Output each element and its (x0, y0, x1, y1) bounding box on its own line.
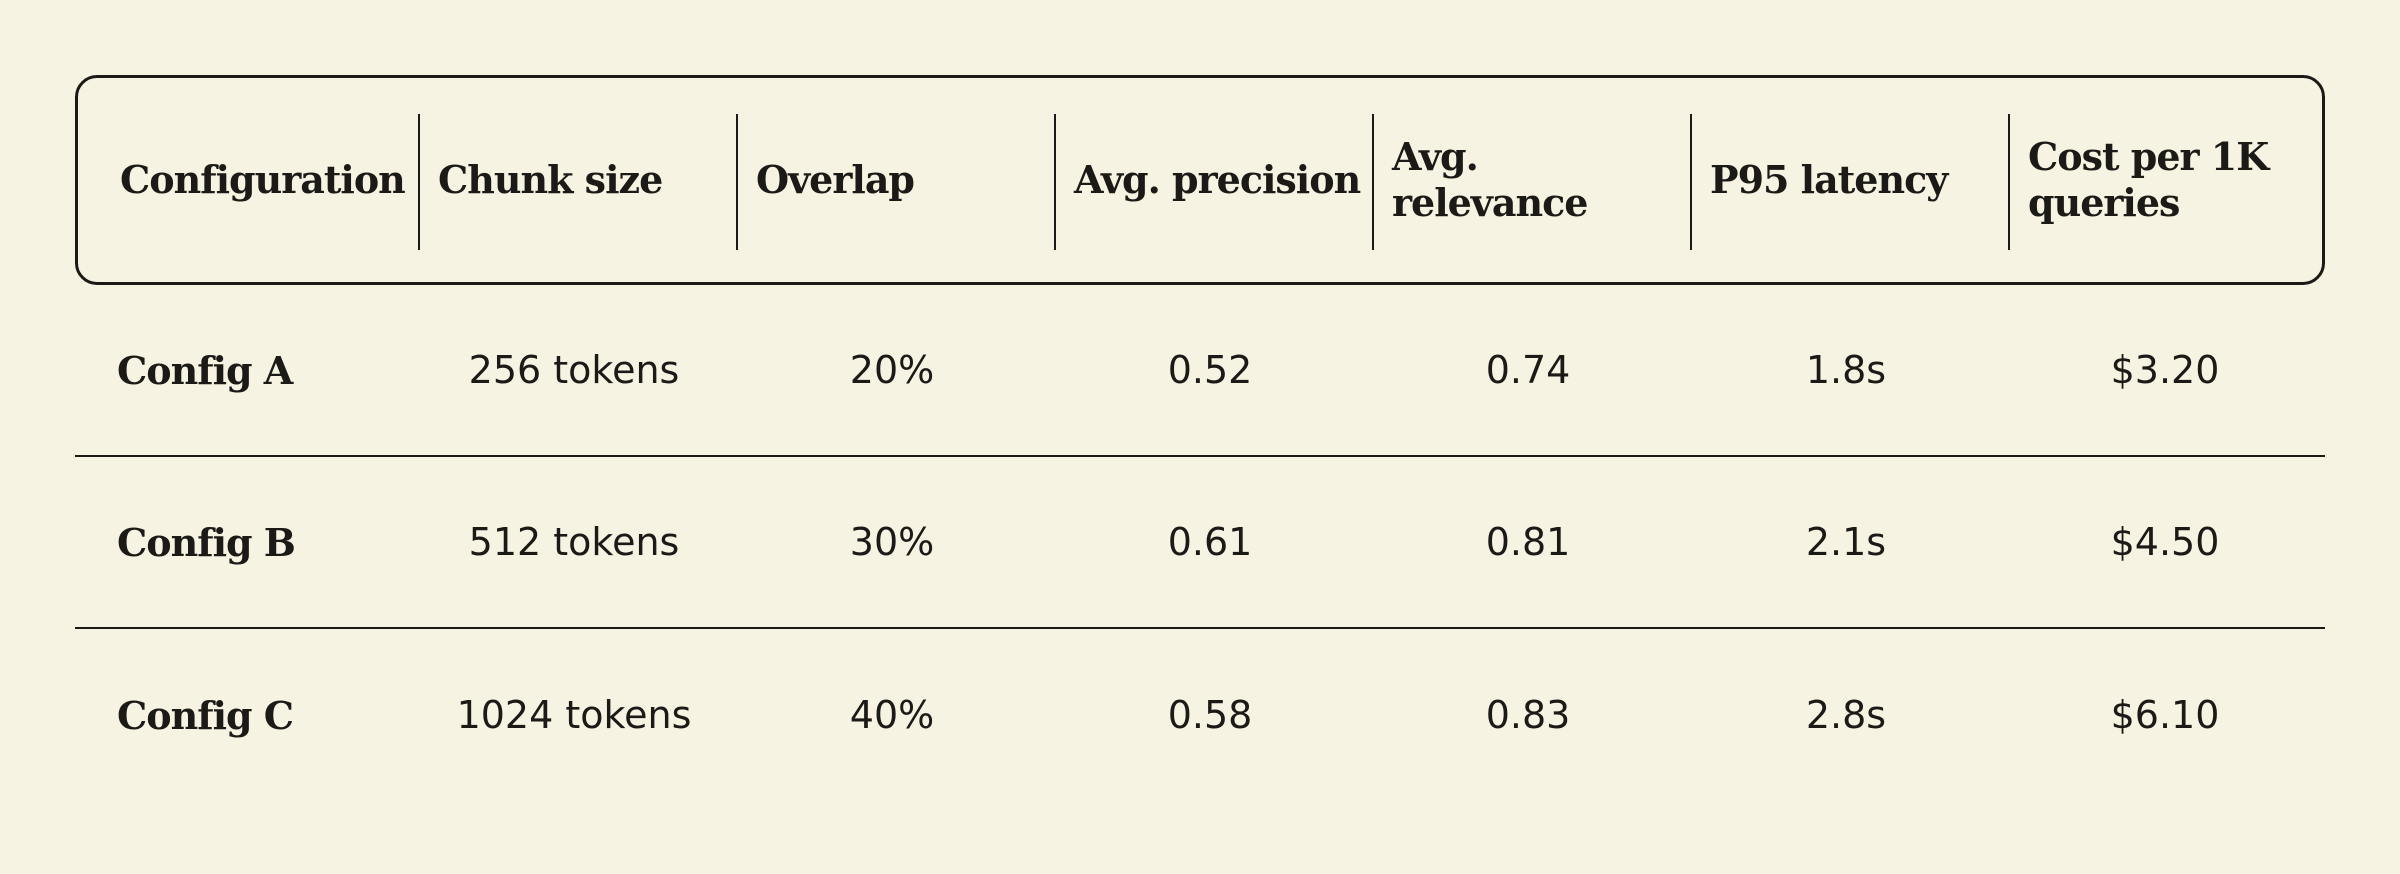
header-divider (1372, 114, 1374, 250)
cell-avg-precision: 0.58 (1167, 693, 1253, 737)
cell-p95-latency: 2.8s (1805, 693, 1887, 737)
header-divider (418, 114, 420, 250)
cell-overlap: 30% (849, 520, 935, 564)
cell-chunk-size: 1024 tokens (456, 693, 692, 737)
header-avg-relevance: Avg. relevance (1392, 134, 1588, 225)
cell-overlap: 20% (849, 348, 935, 392)
header-divider (736, 114, 738, 250)
cell-avg-relevance: 0.74 (1485, 348, 1571, 392)
table-body: Config A 256 tokens 20% 0.52 0.74 1.8s $… (75, 285, 2325, 801)
cell-cost: $4.50 (2110, 520, 2220, 564)
header-divider (2008, 114, 2010, 250)
cell-chunk-size: 256 tokens (468, 348, 680, 392)
cell-cost: $3.20 (2110, 348, 2220, 392)
header-divider (1054, 114, 1056, 250)
header-cost-per-1k: Cost per 1K queries (2028, 134, 2269, 225)
header-chunk-size: Chunk size (438, 157, 663, 202)
cell-p95-latency: 1.8s (1805, 348, 1887, 392)
row-config-name: Config B (117, 519, 296, 565)
header-avg-precision: Avg. precision (1074, 157, 1361, 202)
cell-chunk-size: 512 tokens (468, 520, 680, 564)
cell-avg-precision: 0.61 (1167, 520, 1253, 564)
header-p95-latency: P95 latency (1710, 157, 1948, 202)
table-row: Config A 256 tokens 20% 0.52 0.74 1.8s $… (75, 285, 2325, 457)
table-row: Config B 512 tokens 30% 0.61 0.81 2.1s $… (75, 457, 2325, 629)
cell-avg-precision: 0.52 (1167, 348, 1253, 392)
cell-p95-latency: 2.1s (1805, 520, 1887, 564)
cell-avg-relevance: 0.83 (1485, 693, 1571, 737)
cell-cost: $6.10 (2110, 693, 2220, 737)
header-divider (1690, 114, 1692, 250)
cell-avg-relevance: 0.81 (1485, 520, 1571, 564)
cell-overlap: 40% (849, 693, 935, 737)
comparison-table: Configuration Chunk size Overlap Avg. pr… (75, 75, 2325, 801)
header-overlap: Overlap (756, 157, 915, 202)
table-header: Configuration Chunk size Overlap Avg. pr… (75, 75, 2325, 285)
table-row: Config C 1024 tokens 40% 0.58 0.83 2.8s … (75, 629, 2325, 801)
row-config-name: Config A (117, 347, 293, 393)
header-configuration: Configuration (120, 157, 406, 202)
row-config-name: Config C (117, 692, 294, 738)
